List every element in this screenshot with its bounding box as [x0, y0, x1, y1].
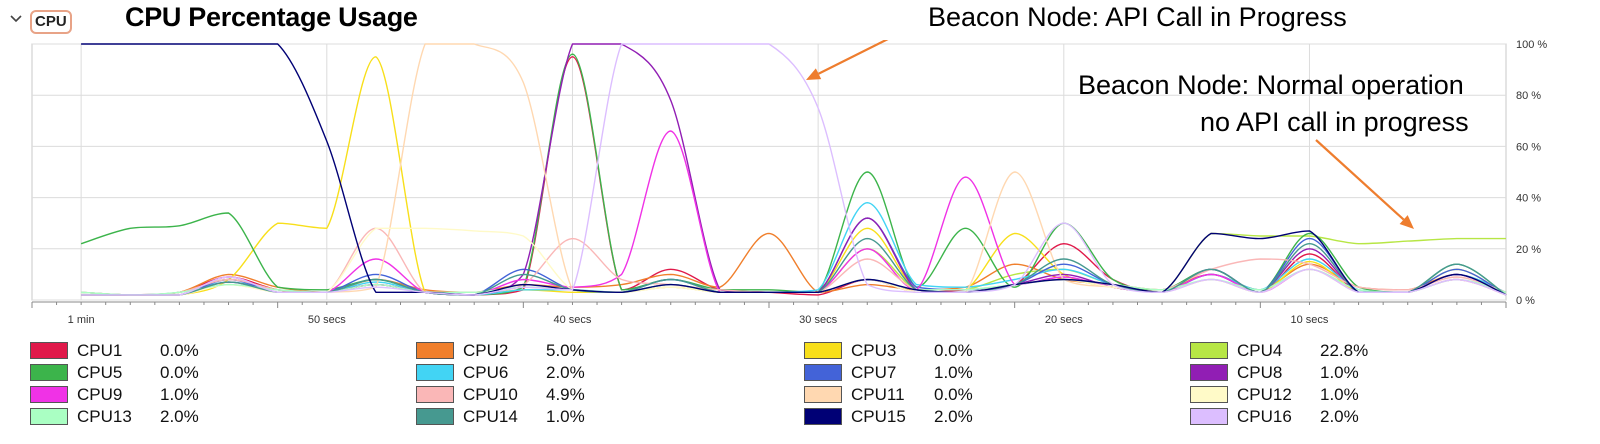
- legend-label: CPU13: [77, 407, 132, 426]
- annotation-arrows: [806, 40, 1414, 229]
- legend-value: 1.0%: [1320, 385, 1359, 404]
- legend-value: 22.8%: [1320, 341, 1369, 360]
- legend-swatch[interactable]: [30, 408, 68, 425]
- legend-label: CPU6: [463, 363, 509, 382]
- legend-label: CPU5: [77, 363, 123, 382]
- x-tick-label: 10 secs: [1291, 314, 1329, 326]
- series-line-cpu16: [81, 43, 1507, 296]
- legend-swatch[interactable]: [416, 386, 454, 403]
- legend-swatch[interactable]: [30, 386, 68, 403]
- cpu-usage-chart: 100 % 80 % 60 % 40 % 20 % 0 % 1 min 50 secs 40 …: [31, 40, 1547, 326]
- y-tick-label: 0 %: [1516, 295, 1535, 307]
- page-title: CPU Percentage Usage: [125, 2, 418, 32]
- legend-swatch[interactable]: [804, 342, 842, 359]
- x-tick-label: 30 secs: [799, 314, 837, 326]
- legend-label: CPU11: [851, 385, 905, 404]
- legend-label: CPU9: [77, 385, 123, 404]
- x-tick-label: 50 secs: [308, 314, 346, 326]
- legend-label: CPU8: [1237, 363, 1283, 382]
- legend-value: 2.0%: [934, 407, 973, 426]
- legend-value: 2.0%: [160, 407, 199, 426]
- legend-swatch[interactable]: [30, 364, 68, 381]
- legend-value: 2.0%: [546, 363, 585, 382]
- legend-swatch[interactable]: [416, 342, 454, 359]
- legend-swatch[interactable]: [416, 408, 454, 425]
- legend-value: 2.0%: [1320, 407, 1359, 426]
- legend-label: CPU12: [1237, 385, 1292, 404]
- cpu-section-label[interactable]: CPU: [30, 10, 72, 34]
- legend-label: CPU10: [463, 385, 518, 404]
- legend-label: CPU3: [851, 341, 897, 360]
- annotation-api-call: Beacon Node: API Call in Progress: [928, 2, 1347, 32]
- legend-value: 1.0%: [160, 385, 199, 404]
- chart-grid: [31, 43, 1507, 308]
- y-tick-label: 40 %: [1516, 193, 1541, 205]
- legend-swatch[interactable]: [1190, 386, 1228, 403]
- chart-series: [80, 43, 1507, 296]
- annotation-normal-line2: no API call in progress: [1200, 107, 1469, 137]
- legend-value: 1.0%: [1320, 363, 1359, 382]
- legend-label: CPU7: [851, 363, 897, 382]
- legend-swatch[interactable]: [30, 342, 68, 359]
- cpu-panel-header: CPU CPU Percentage Usage Beacon Node: AP…: [0, 0, 1600, 137]
- normal-operation-arrow-icon: [1315, 139, 1414, 229]
- x-tick-label: 40 secs: [554, 314, 592, 326]
- legend-label: CPU16: [1237, 407, 1292, 426]
- x-tick-label: 20 secs: [1045, 314, 1083, 326]
- legend-swatch[interactable]: [804, 364, 842, 381]
- legend-value: 0.0%: [934, 385, 973, 404]
- y-axis-labels: 100 % 80 % 60 % 40 % 20 % 0 %: [1516, 40, 1547, 307]
- chevron-down-icon[interactable]: [8, 10, 24, 26]
- y-tick-label: 100 %: [1516, 40, 1547, 51]
- legend-value: 0.0%: [160, 341, 199, 360]
- legend-label: CPU2: [463, 341, 509, 360]
- plot-area: [31, 43, 1507, 301]
- legend-value: 5.0%: [546, 341, 585, 360]
- y-tick-label: 60 %: [1516, 141, 1541, 153]
- legend-value: 0.0%: [160, 363, 199, 382]
- legend-label: CPU1: [77, 341, 123, 360]
- legend-label: CPU4: [1237, 341, 1283, 360]
- x-axis-labels: 1 min 50 secs 40 secs 30 secs 20 secs 10 secs: [68, 314, 1329, 326]
- legend-swatch[interactable]: [1190, 364, 1228, 381]
- legend-label: CPU15: [851, 407, 906, 426]
- legend-swatch[interactable]: [1190, 342, 1228, 359]
- series-line-cpu15: [81, 43, 1507, 296]
- legend-swatch[interactable]: [1190, 408, 1228, 425]
- legend-value: 1.0%: [934, 363, 973, 382]
- legend-swatch[interactable]: [804, 408, 842, 425]
- legend-label: CPU14: [463, 407, 518, 426]
- y-tick-label: 20 %: [1516, 244, 1541, 256]
- api-call-arrow-icon: [806, 40, 889, 80]
- x-tick-label: 1 min: [68, 314, 95, 326]
- legend-swatch[interactable]: [416, 364, 454, 381]
- legend-swatch[interactable]: [804, 386, 842, 403]
- y-tick-label: 80 %: [1516, 90, 1541, 102]
- legend-value: 0.0%: [934, 341, 973, 360]
- cpu-legend: CPU1 0.0% CPU2 5.0% CPU3 0.0% CPU4 22.8% CPU5 0.0…: [0, 340, 1600, 440]
- annotation-normal-line1: Beacon Node: Normal operation: [1078, 70, 1464, 100]
- legend-value: 4.9%: [546, 385, 585, 404]
- legend-value: 1.0%: [546, 407, 585, 426]
